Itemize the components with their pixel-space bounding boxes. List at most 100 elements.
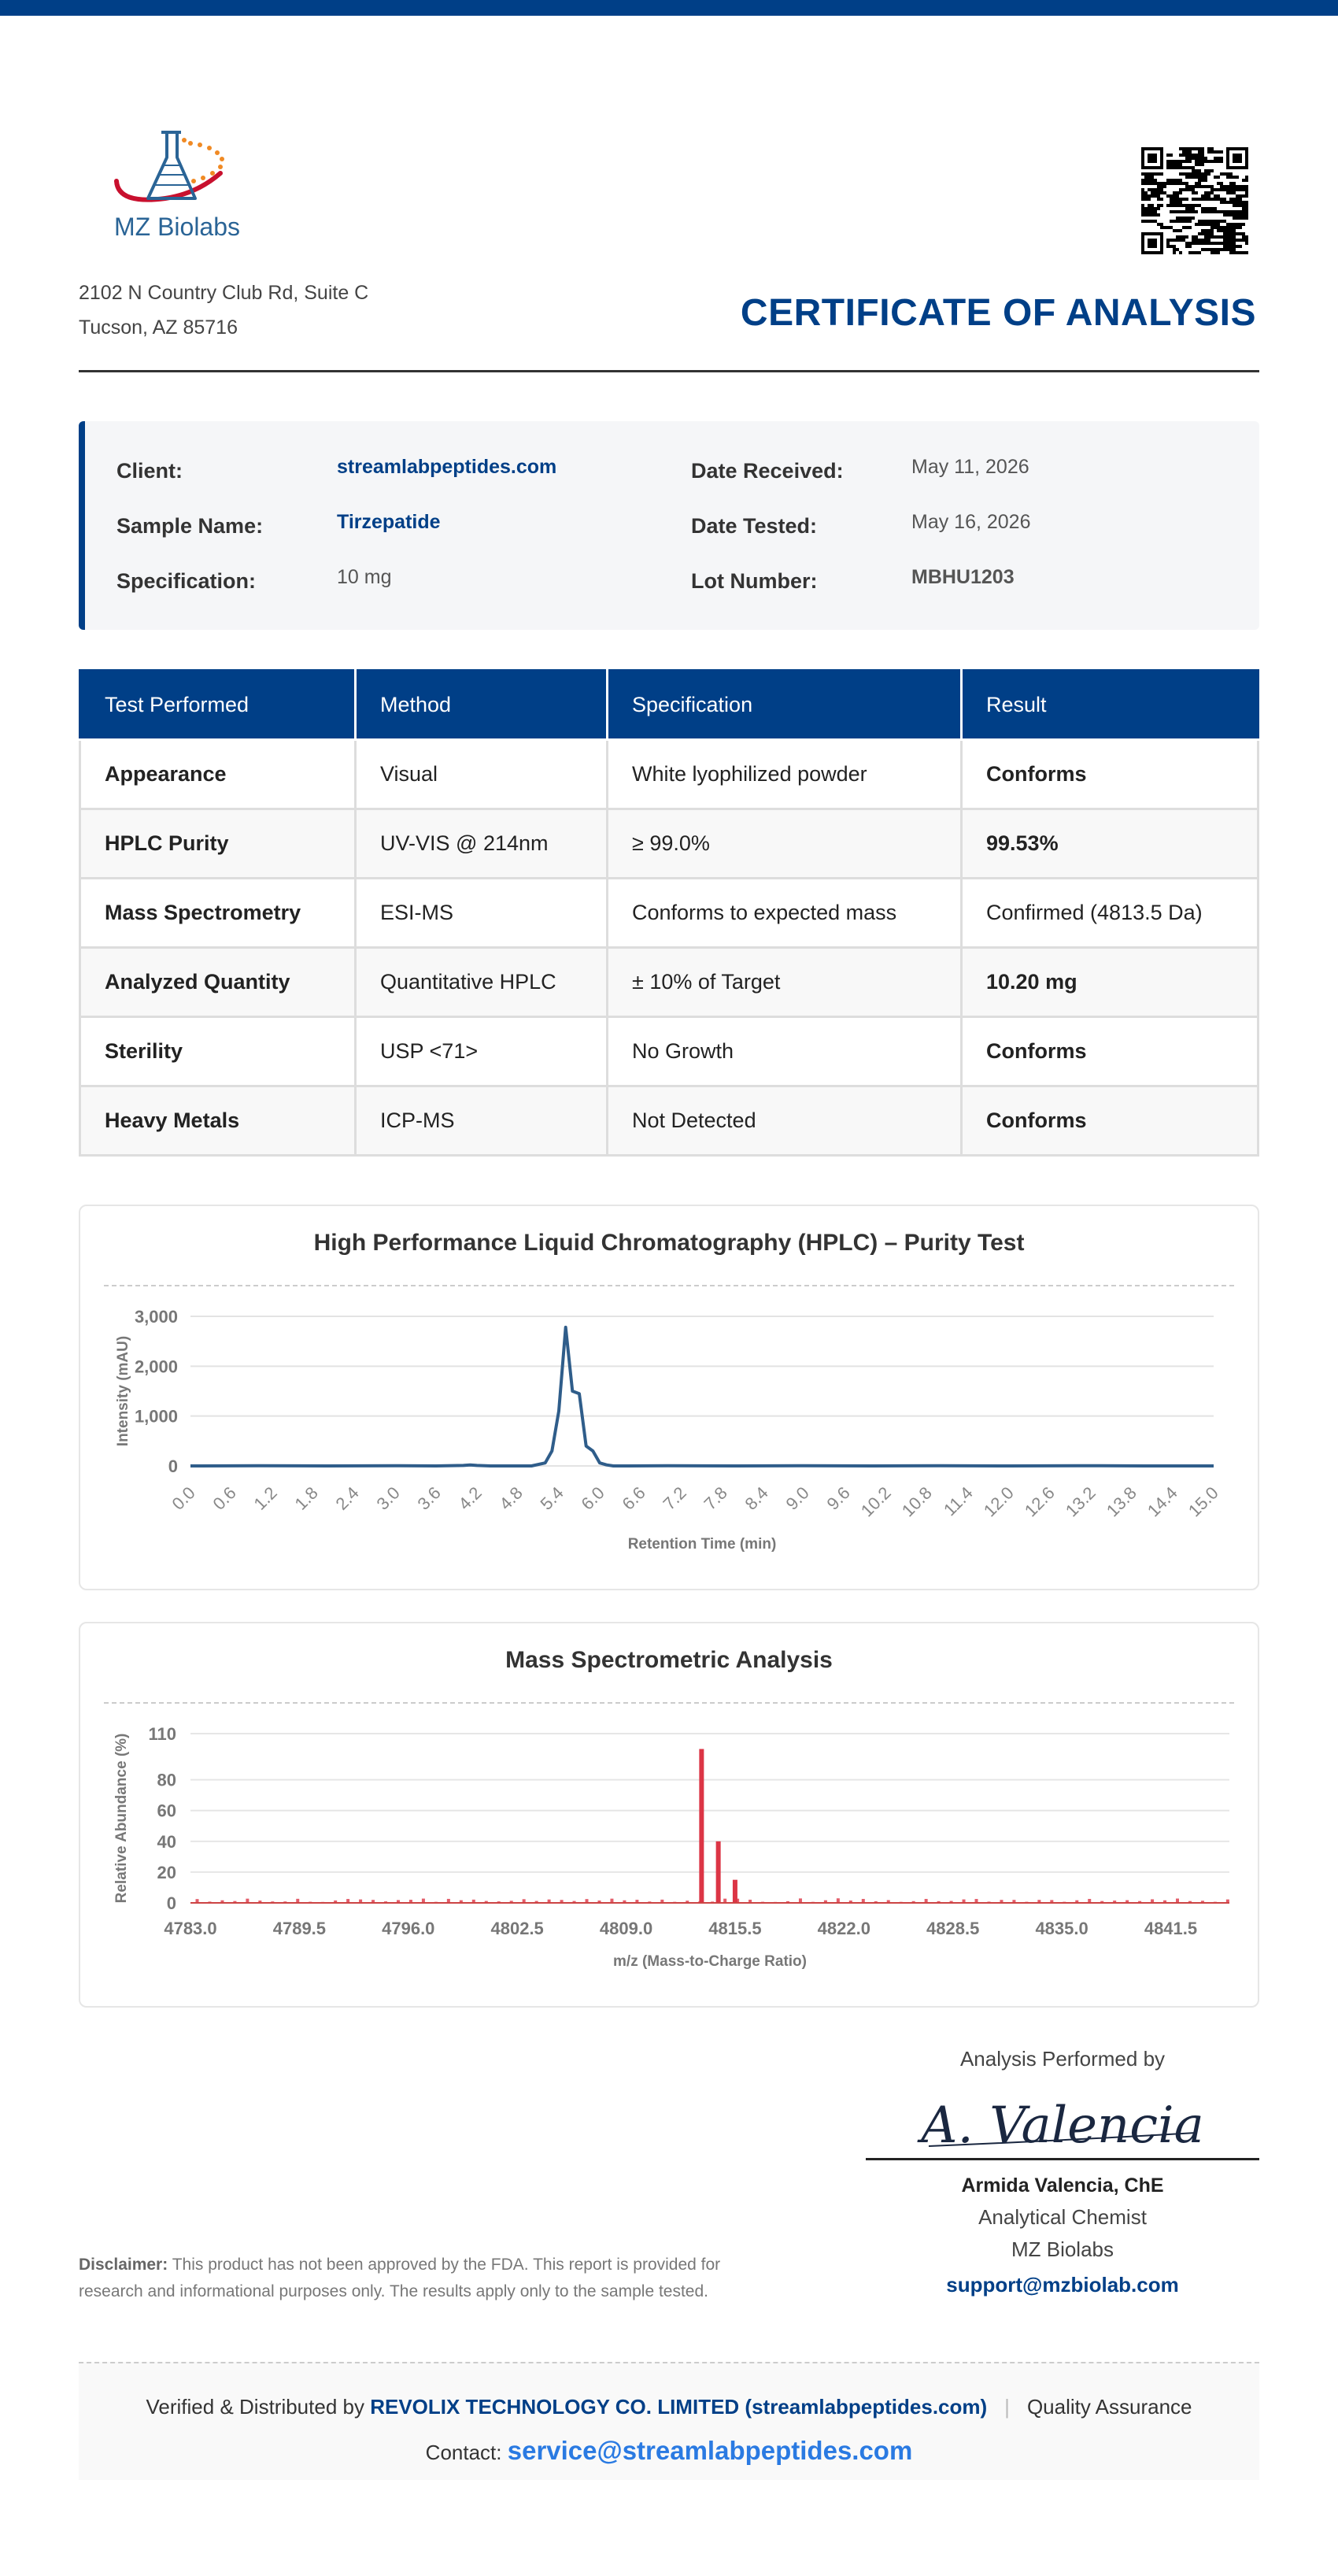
- sample-name-label: Sample Name:: [116, 514, 264, 538]
- client-value: streamlabpeptides.com: [337, 456, 557, 478]
- cell-result: 99.53%: [960, 808, 1259, 879]
- ms-noise-bar: [359, 1899, 363, 1903]
- company-logo: MZ Biolabs: [102, 126, 252, 252]
- address-line-2: Tucson, AZ 85716: [79, 316, 238, 339]
- ms-x-tick: 4783.0: [164, 1919, 216, 1938]
- hplc-y-tick: 2,000: [135, 1356, 178, 1376]
- signature-block: Analysis Performed by A. Valencia Armida…: [866, 2047, 1259, 2297]
- ms-noise-bar: [371, 1900, 375, 1903]
- ms-y-tick: 80: [157, 1771, 176, 1790]
- ms-noise-bar: [585, 1899, 589, 1903]
- ms-noise-bar: [572, 1901, 576, 1903]
- header-specification: Specification: [606, 669, 963, 741]
- ms-y-tick: 40: [157, 1832, 176, 1852]
- cell-test: Mass Spectrometry: [79, 877, 357, 949]
- ms-chart-card: Mass Spectrometric Analysis 0 20 40 60 80 110…: [79, 1622, 1259, 2008]
- ms-x-tick: 4841.5: [1144, 1919, 1197, 1938]
- ms-x-tick: 4828.5: [926, 1919, 979, 1938]
- cell-method: Quantitative HPLC: [354, 946, 608, 1018]
- cell-method: ESI-MS: [354, 877, 608, 949]
- hplc-x-tick: 3.6: [414, 1482, 445, 1513]
- ms-noise-bar: [823, 1900, 827, 1903]
- ms-y-tick: 20: [157, 1863, 176, 1882]
- hplc-x-tick: 1.2: [250, 1482, 281, 1513]
- ms-noise-bar: [1075, 1900, 1079, 1903]
- ms-x-tick: 4809.0: [600, 1919, 652, 1938]
- support-email-link[interactable]: support@mzbiolab.com: [946, 2273, 1179, 2297]
- ms-noise-bar: [798, 1898, 802, 1903]
- hplc-x-tick: 6.6: [619, 1482, 649, 1513]
- date-tested-value: May 16, 2026: [911, 511, 1031, 533]
- flask-logo-icon: [114, 131, 224, 202]
- cell-test: Sterility: [79, 1016, 357, 1087]
- ms-noise-bar: [1100, 1901, 1104, 1903]
- ms-noise-bar: [660, 1899, 664, 1903]
- sample-info-panel: Client: streamlabpeptides.com Sample Nam…: [79, 421, 1259, 630]
- hplc-chart: 0 1,000 2,000 3,000 0.0 0.6 1.2 1.8 2.4 3.0 3.6 4.2…: [115, 1307, 1222, 1553]
- ms-chart-title: Mass Spectrometric Analysis: [505, 1647, 833, 1673]
- signature-script: A. Valencia: [917, 2097, 1203, 2155]
- address-line-1: 2102 N Country Club Rd, Suite C: [79, 282, 369, 304]
- table-row: HPLC Purity UV-VIS @ 214nm ≥ 99.0% 99.53…: [79, 808, 1259, 879]
- ms-noise-bar: [748, 1899, 752, 1903]
- ms-x-tick: 4815.5: [708, 1919, 761, 1938]
- hplc-x-tick: 6.0: [578, 1482, 608, 1513]
- date-received-label: Date Received:: [691, 459, 844, 483]
- hplc-x-tick: 7.8: [700, 1482, 731, 1513]
- hplc-x-tick: 4.2: [455, 1482, 486, 1513]
- hplc-y-tick: 3,000: [135, 1307, 178, 1327]
- ms-noise-bar: [484, 1901, 488, 1903]
- lot-number-value: MBHU1203: [911, 566, 1015, 588]
- ms-noise-bar: [924, 1898, 928, 1903]
- hplc-x-tick: 9.0: [782, 1482, 813, 1513]
- cell-test: Appearance: [79, 738, 357, 810]
- ms-noise-bar: [408, 1900, 412, 1903]
- date-tested-label: Date Tested:: [691, 514, 818, 538]
- ms-noise-bar: [949, 1901, 953, 1903]
- ms-noise-bar: [686, 1901, 689, 1903]
- lot-number-label: Lot Number:: [691, 569, 818, 593]
- hplc-x-tick: 13.2: [1062, 1482, 1100, 1520]
- cell-test: HPLC Purity: [79, 808, 357, 879]
- ms-noise-bar: [220, 1900, 224, 1903]
- hplc-chart-title: High Performance Liquid Chromatography (…: [313, 1230, 1025, 1256]
- contact-email-link[interactable]: service@streamlabpeptides.com: [507, 2436, 913, 2465]
- cell-method: Visual: [354, 738, 608, 810]
- hplc-title-divider: [104, 1285, 1234, 1286]
- ms-noise-bar: [635, 1900, 639, 1903]
- footer: Verified & Distributed by REVOLIX TECHNO…: [79, 2362, 1259, 2480]
- table-row: Analyzed Quantity Quantitative HPLC ± 10…: [79, 946, 1259, 1018]
- ms-noise-bar: [861, 1898, 865, 1903]
- ms-noise-bar: [874, 1901, 878, 1903]
- hplc-x-tick: 0.6: [209, 1482, 240, 1513]
- analyst-name: Armida Valencia, ChE: [961, 2174, 1164, 2197]
- cell-result: 10.20 mg: [960, 946, 1259, 1018]
- disclaimer: Disclaimer: This product has not been ap…: [79, 2252, 771, 2305]
- header-method: Method: [354, 669, 608, 741]
- company-address: 2102 N Country Club Rd, Suite C Tucson, …: [79, 276, 368, 345]
- ms-noise-bar: [534, 1901, 538, 1903]
- ms-noise-bar: [397, 1900, 400, 1903]
- ms-noise-bar: [597, 1901, 601, 1903]
- hplc-x-tick: 8.4: [741, 1482, 772, 1513]
- ms-noise-bar: [723, 1898, 727, 1903]
- ms-noise-bar: [1151, 1899, 1155, 1903]
- analyst-role: Analytical Chemist: [978, 2205, 1147, 2229]
- hplc-x-tick: 4.8: [496, 1482, 527, 1513]
- ms-noise-bar: [1200, 1901, 1204, 1903]
- header-result: Result: [960, 669, 1259, 741]
- hplc-x-tick: 13.8: [1103, 1482, 1140, 1520]
- cell-result: Conforms: [960, 738, 1259, 810]
- ms-noise-bar: [736, 1898, 740, 1903]
- hplc-x-tick: 14.4: [1144, 1482, 1181, 1520]
- table-header-row: Test Performed Method Specification Resu…: [79, 669, 1259, 741]
- test-results-table: Test Performed Method Specification Resu…: [79, 669, 1259, 1157]
- specification-label: Specification:: [116, 569, 257, 593]
- ms-noise-bar: [1163, 1900, 1167, 1903]
- ms-peak-bar: [715, 1841, 721, 1903]
- client-label: Client:: [116, 459, 183, 483]
- distributor-name: REVOLIX TECHNOLOGY CO. LIMITED (streamla…: [370, 2395, 988, 2419]
- disclaimer-text: This product has not been approved by th…: [79, 2256, 721, 2300]
- cell-spec: Not Detected: [606, 1085, 963, 1157]
- cell-method: USP <71>: [354, 1016, 608, 1087]
